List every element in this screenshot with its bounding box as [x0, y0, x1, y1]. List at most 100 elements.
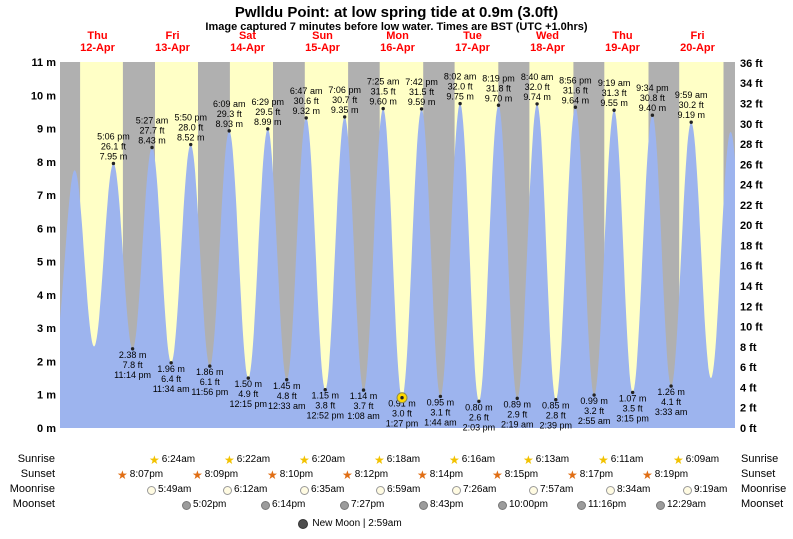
sunset-time: 8:14pm — [429, 469, 464, 480]
right-axis-label: 32 ft — [740, 99, 763, 111]
moonrise-entry: 5:49am — [147, 484, 191, 496]
high-tide-label: 32.0 ft — [525, 82, 551, 92]
moonrise-row-label-left: Moonrise — [9, 483, 55, 495]
day-date-label: 15-Apr — [305, 42, 341, 54]
low-tide-label: 0.89 m — [503, 399, 531, 409]
moonset-circle-icon — [340, 500, 349, 510]
low-tide-label: 1.15 m — [311, 391, 339, 401]
low-tide-label: 4.1 ft — [661, 397, 682, 407]
moonrise-time: 5:49am — [158, 484, 192, 495]
tide-extreme-dot — [554, 398, 558, 402]
moonrise-time: 6:35am — [311, 484, 345, 495]
moonset-circle-icon — [577, 500, 586, 510]
moonset-time: 8:43pm — [430, 499, 464, 510]
high-tide-label: 7:42 pm — [405, 77, 438, 87]
low-tide-label: 2.9 ft — [507, 409, 528, 419]
sunset-entry: ★ 8:19pm — [642, 469, 688, 481]
high-tide-label: 9:19 am — [598, 78, 631, 88]
tide-extreme-dot — [438, 394, 443, 399]
high-tide-label: 31.3 ft — [602, 88, 628, 98]
moonrise-time: 7:57am — [540, 484, 574, 495]
moonrise-entry: 7:57am — [529, 484, 573, 496]
moonrise-circle-icon — [223, 485, 232, 495]
right-axis-label: 14 ft — [740, 281, 763, 293]
right-axis-label: 2 ft — [740, 403, 757, 415]
sunrise-time: 6:18am — [386, 454, 421, 465]
low-tide-label: 12:15 pm — [230, 399, 268, 409]
day-name-label: Sun — [312, 30, 333, 42]
right-axis-label: 22 ft — [740, 200, 763, 212]
high-tide-label: 8.93 m — [215, 119, 243, 129]
tide-extreme-dot — [227, 129, 231, 133]
day-name-label: Fri — [165, 30, 179, 42]
sunset-entry: ★ 8:10pm — [267, 469, 313, 481]
sunrise-star-icon: ★ — [374, 452, 385, 467]
low-tide-label: 1:44 am — [424, 417, 457, 427]
right-axis-label: 16 ft — [740, 261, 763, 273]
moonset-circle-icon — [182, 500, 191, 510]
sunrise-entry: ★ 6:13am — [523, 454, 569, 466]
day-date-label: 12-Apr — [80, 42, 116, 54]
moonrise-entry: 8:34am — [606, 484, 650, 496]
low-tide-label: 1.45 m — [273, 381, 301, 391]
sunrise-row-label-left: Sunrise — [17, 453, 55, 465]
left-axis-label: 9 m — [37, 124, 56, 136]
day-name-label: Thu — [87, 30, 107, 42]
low-tide-label: 12:33 am — [268, 401, 306, 411]
sunset-entry: ★ 8:17pm — [567, 469, 613, 481]
moonrise-time: 8:34am — [617, 484, 651, 495]
high-tide-label: 8:19 pm — [482, 73, 515, 83]
tide-extreme-dot — [496, 103, 501, 107]
high-tide-label: 6:09 am — [213, 99, 246, 109]
sunset-time: 8:12pm — [354, 469, 389, 480]
high-tide-label: 30.7 ft — [332, 95, 358, 105]
tide-extreme-dot — [246, 376, 250, 380]
right-axis-label: 4 ft — [740, 382, 757, 394]
tide-extreme-dot — [111, 161, 116, 166]
low-tide-label: 3.7 ft — [354, 401, 375, 411]
moonset-circle-icon — [419, 500, 428, 510]
tide-extreme-dot — [361, 388, 366, 392]
moonset-time: 6:14pm — [272, 499, 306, 510]
moonset-circle-icon — [656, 500, 665, 510]
sunset-time: 8:10pm — [279, 469, 314, 480]
moonset-circle-icon — [261, 500, 270, 510]
moon-phase: New Moon | 2:59am — [0, 518, 700, 529]
moonrise-time: 9:19am — [694, 484, 728, 495]
high-tide-label: 9.70 m — [485, 93, 513, 103]
day-date-label: 13-Apr — [155, 42, 191, 54]
low-tide-label: 11:14 pm — [114, 370, 151, 380]
high-tide-label: 9.74 m — [523, 92, 551, 102]
day-name-label: Mon — [386, 30, 409, 42]
moonrise-circle-icon — [376, 485, 385, 495]
low-tide-label: 2.8 ft — [546, 411, 567, 421]
high-tide-label: 8:56 pm — [559, 75, 592, 85]
high-tide-label: 28.0 ft — [178, 123, 204, 133]
high-tide-label: 31.5 ft — [371, 87, 397, 97]
high-tide-label: 9.32 m — [292, 106, 320, 116]
left-axis-label: 8 m — [37, 157, 56, 169]
tide-extreme-dot — [169, 361, 173, 365]
sunrise-row-label-right: Sunrise — [741, 453, 779, 465]
sunrise-entry: ★ 6:24am — [149, 454, 195, 466]
moonset-entry: 7:27pm — [340, 499, 384, 511]
tide-extreme-dot — [573, 105, 578, 109]
high-tide-label: 6:47 am — [290, 86, 323, 96]
sunset-entry: ★ 8:09pm — [192, 469, 238, 481]
high-tide-label: 29.3 ft — [217, 109, 243, 119]
tide-curve — [60, 103, 735, 428]
right-axis-label: 10 ft — [740, 322, 763, 334]
right-axis-label: 26 ft — [740, 159, 763, 171]
right-axis-label: 30 ft — [740, 119, 763, 131]
tide-extreme-dot — [189, 142, 193, 147]
moonrise-time: 6:12am — [234, 484, 268, 495]
low-tide-label: 7.8 ft — [123, 360, 144, 370]
high-tide-label: 8:40 am — [521, 72, 554, 82]
sunrise-star-icon: ★ — [673, 452, 684, 467]
low-tide-label: 4.8 ft — [277, 391, 298, 401]
day-date-label: 14-Apr — [230, 42, 266, 54]
right-axis-label: 34 ft — [740, 78, 763, 90]
low-tide-label: 0.99 m — [580, 396, 608, 406]
tide-extreme-dot — [150, 145, 154, 150]
low-tide-label: 11:34 am — [153, 384, 190, 394]
